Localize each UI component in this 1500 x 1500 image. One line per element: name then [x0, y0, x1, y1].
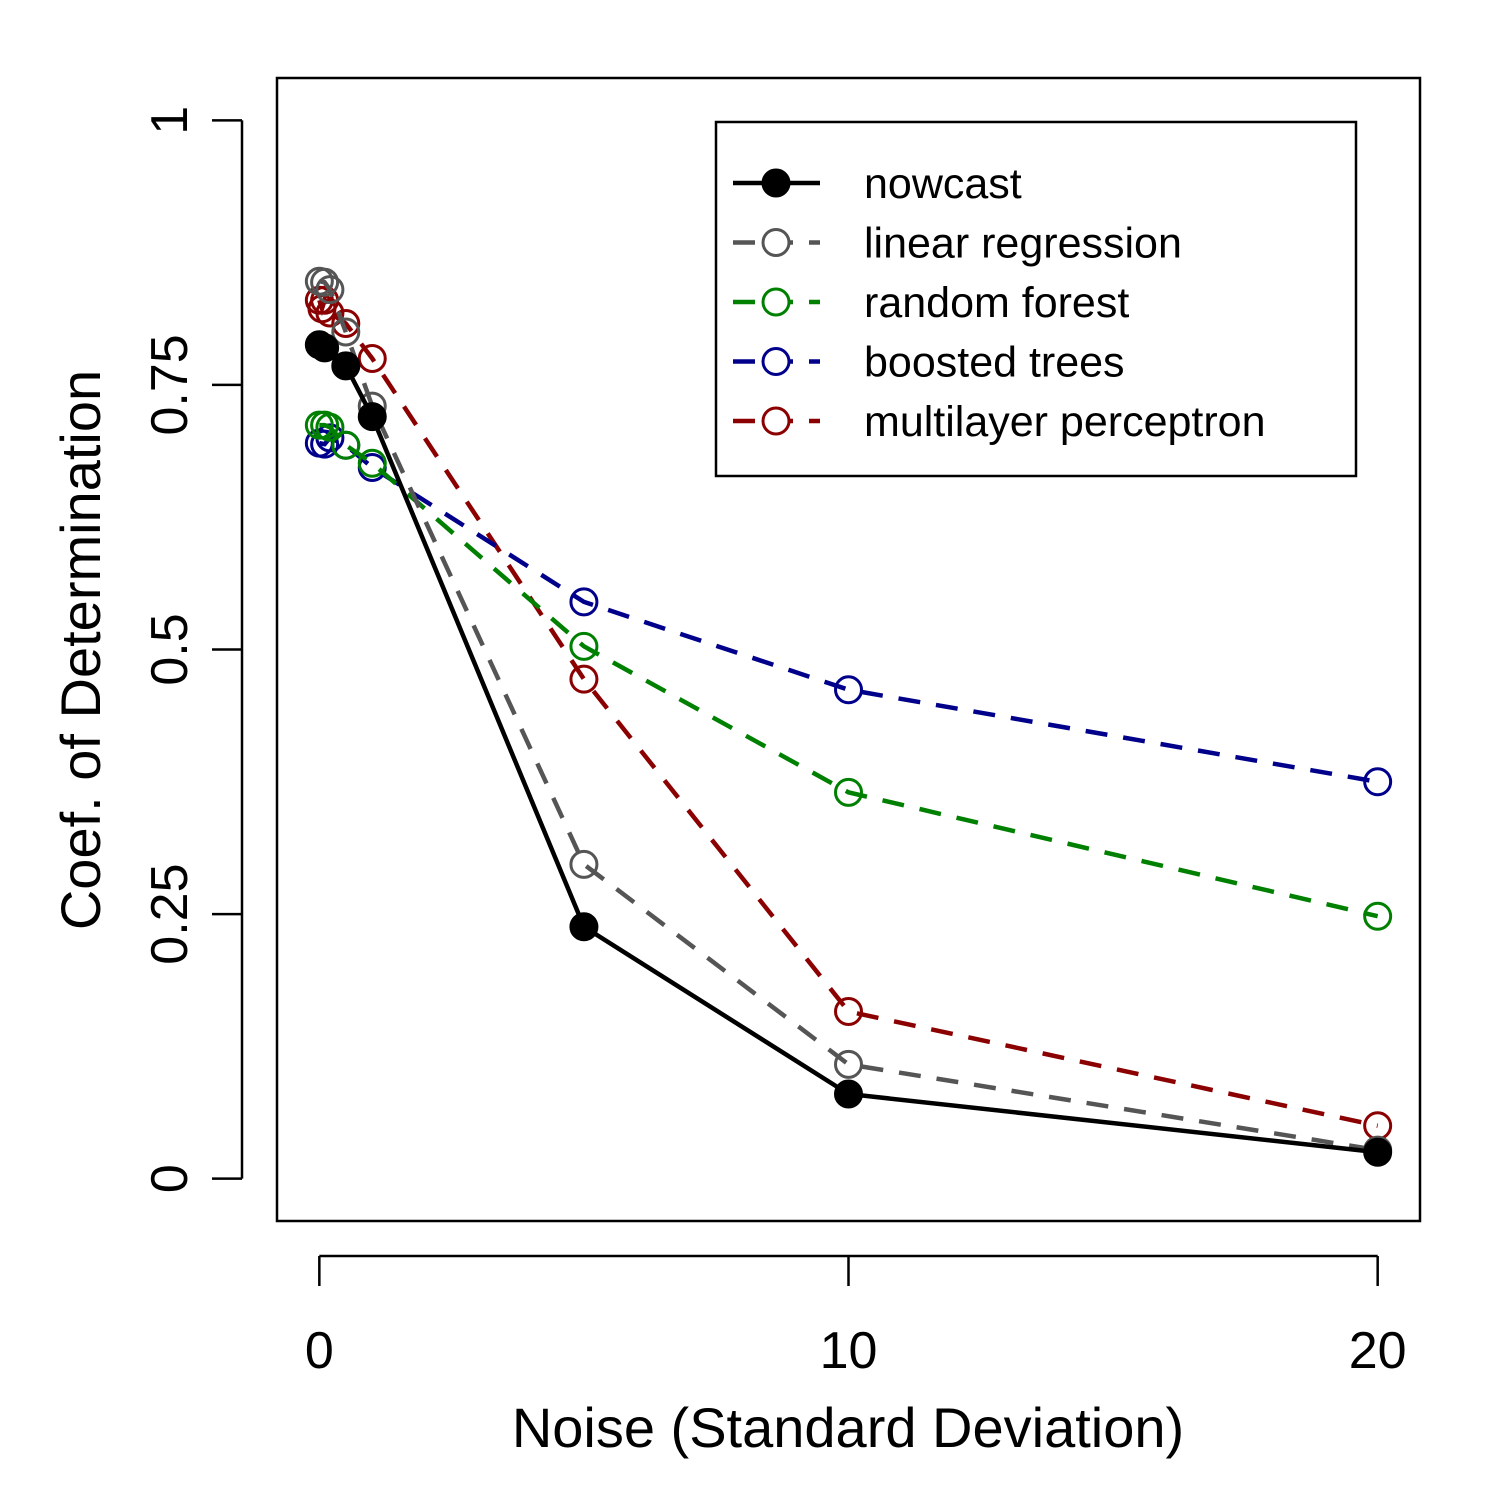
series-line	[319, 422, 1379, 919]
plot-frame	[275, 76, 1422, 1223]
legend-item: multilayer perceptron	[733, 398, 1266, 446]
data-point	[1363, 1137, 1393, 1167]
data-point	[331, 351, 361, 381]
legend-item: random forest	[733, 279, 1129, 327]
data-point	[357, 402, 387, 432]
legend-marker	[761, 287, 791, 317]
y-tick-label: 1	[141, 106, 199, 135]
legend: nowcast linear regression random forest boo…	[714, 120, 1358, 478]
data-point	[569, 631, 599, 661]
legend-item: linear regression	[733, 220, 1182, 268]
legend-box	[714, 120, 1358, 478]
data-point	[315, 275, 345, 305]
data-point	[569, 587, 599, 617]
x-tick-label: 20	[1349, 1322, 1407, 1380]
x-tick-label: 0	[305, 1322, 334, 1380]
series-line	[317, 293, 1379, 1128]
data-point	[315, 298, 345, 328]
data-point	[834, 777, 863, 807]
data-point	[834, 1079, 863, 1109]
data-point	[834, 996, 863, 1026]
legend-label: linear regression	[864, 220, 1182, 268]
data-point	[569, 849, 599, 879]
series-random-forest	[304, 410, 1393, 931]
data-point	[331, 317, 361, 347]
data-point	[834, 1049, 863, 1079]
legend-marker	[761, 168, 791, 198]
legend-marker	[761, 347, 791, 376]
data-point	[1363, 901, 1393, 931]
data-point	[331, 309, 361, 339]
data-point	[569, 912, 599, 942]
data-point	[357, 343, 387, 373]
legend-label: multilayer perceptron	[864, 398, 1266, 446]
series-multilayer-perceptron	[304, 285, 1393, 1141]
data-point	[310, 333, 340, 363]
series-layer	[304, 266, 1393, 1167]
y-tick-label: 0.25	[141, 863, 199, 964]
y-tick-label: 0	[141, 1164, 199, 1193]
x-axis-title: Noise (Standard Deviation)	[512, 1396, 1184, 1459]
data-point	[1363, 767, 1393, 797]
series-line	[318, 278, 1379, 1153]
legend-item: nowcast	[733, 160, 1022, 208]
legend-label: nowcast	[864, 160, 1022, 208]
data-point	[331, 430, 361, 460]
y-axis-title: Coef. of Determination	[49, 370, 112, 930]
legend-label: boosted trees	[864, 339, 1125, 387]
data-point	[834, 675, 863, 705]
data-point	[310, 429, 340, 459]
data-point	[315, 412, 345, 442]
x-tick-label: 10	[820, 1322, 878, 1380]
series-nowcast	[304, 330, 1393, 1167]
data-point	[310, 267, 340, 297]
y-tick-label: 0.75	[141, 334, 199, 435]
legend-label: random forest	[864, 279, 1129, 327]
legend-marker	[761, 406, 791, 436]
legend-marker	[761, 228, 791, 257]
data-point	[357, 448, 387, 478]
data-point	[569, 664, 599, 694]
y-tick-label: 0.5	[141, 613, 199, 685]
legend-item: boosted trees	[733, 339, 1125, 387]
